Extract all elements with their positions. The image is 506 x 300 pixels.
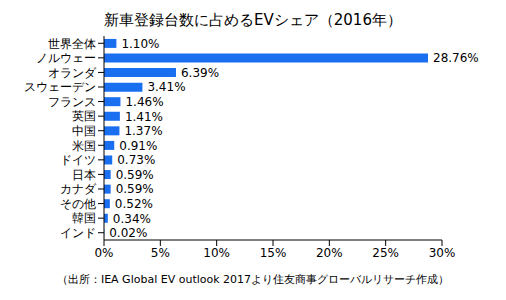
svg-text:韓国: 韓国 — [72, 211, 96, 225]
svg-text:5%: 5% — [151, 246, 170, 260]
svg-text:0%: 0% — [94, 246, 113, 260]
svg-text:0.59%: 0.59% — [116, 168, 154, 182]
svg-text:その他: その他 — [60, 197, 96, 211]
svg-text:米国: 米国 — [72, 139, 96, 153]
svg-text:ドイツ: ドイツ — [60, 153, 96, 167]
svg-text:0.59%: 0.59% — [116, 182, 154, 196]
svg-text:15%: 15% — [260, 246, 287, 260]
svg-text:0.52%: 0.52% — [115, 197, 153, 211]
svg-text:1.46%: 1.46% — [125, 95, 163, 109]
svg-text:25%: 25% — [372, 246, 399, 260]
svg-text:30%: 30% — [429, 246, 456, 260]
html-text:（出所：IEA Global EV outlook 2017: （出所：IEA Global EV outlook 2017より住友商事グローバ… — [56, 273, 450, 286]
svg-text:0.73%: 0.73% — [117, 153, 155, 167]
svg-text:0.91%: 0.91% — [119, 139, 157, 153]
svg-text:日本: 日本 — [72, 168, 96, 182]
svg-text:0.34%: 0.34% — [113, 212, 151, 226]
svg-text:ノルウェー: ノルウェー — [36, 51, 96, 65]
svg-text:1.41%: 1.41% — [125, 110, 163, 124]
svg-text:10%: 10% — [203, 246, 230, 260]
svg-text:オランダ: オランダ — [48, 66, 97, 80]
svg-text:1.10%: 1.10% — [121, 37, 159, 51]
svg-text:6.39%: 6.39% — [181, 66, 219, 80]
svg-text:英国: 英国 — [72, 109, 96, 123]
svg-text:インド: インド — [60, 226, 96, 240]
svg-text:スウェーデン: スウェーデン — [24, 80, 96, 94]
svg-text:1.37%: 1.37% — [124, 124, 162, 138]
svg-text:世界全体: 世界全体 — [48, 37, 96, 51]
svg-text:フランス: フランス — [48, 95, 96, 109]
svg-text:28.76%: 28.76% — [433, 51, 479, 65]
svg-text:中国: 中国 — [72, 124, 96, 138]
svg-text:20%: 20% — [316, 246, 343, 260]
svg-text:3.41%: 3.41% — [147, 80, 185, 94]
svg-text:カナダ: カナダ — [60, 182, 97, 196]
svg-text:0.02%: 0.02% — [109, 226, 147, 240]
html-text:新車登録台数に占めるEVシェア（2016年）: 新車登録台数に占めるEVシェア（2016年） — [104, 11, 402, 29]
